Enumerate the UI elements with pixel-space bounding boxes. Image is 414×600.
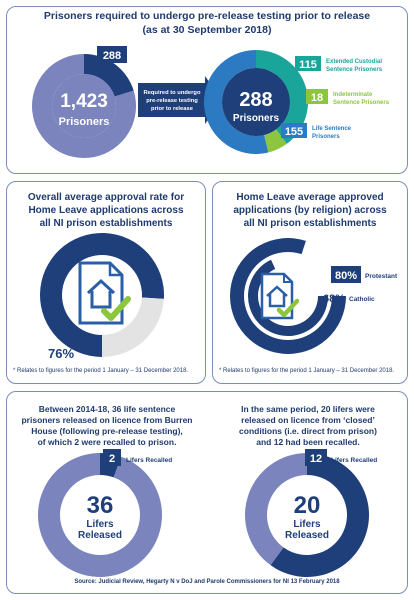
burren-recalled-box	[103, 449, 121, 466]
isp-value-box	[306, 89, 328, 104]
ecs-label-line2: Sentence Prisoners	[326, 67, 383, 73]
ecs-value-box	[295, 56, 321, 71]
approval-footnote: * Relates to figures for the period 1 Ja…	[13, 368, 189, 374]
isp-label-line1: Indeterminate	[333, 92, 373, 98]
arrow-text-line2: pre-release testing	[146, 98, 198, 104]
slice-other-prisoners	[32, 54, 137, 158]
catholic-label: Catholic	[349, 296, 375, 303]
closed-recalled-value: 12	[310, 453, 322, 465]
life-label-line2: Prisoners	[312, 134, 340, 140]
prerelease-chart: 1,423 Prisoners 288 Required to undergo …	[32, 46, 390, 158]
closed-released-label1: Lifers	[293, 519, 321, 530]
closed-released-value: 20	[294, 492, 321, 519]
total-prisoners-label: Prisoners	[59, 116, 110, 128]
document-house-icon	[78, 261, 131, 325]
religion-title-line3: all NI prison establishments	[243, 218, 377, 229]
slice-burren-not-recalled	[38, 453, 163, 577]
lifers-burren-line4: of which 2 were recalled to prison.	[37, 437, 177, 447]
breakdown-total-label: Prisoners	[233, 113, 280, 124]
closed-donut	[245, 452, 370, 577]
life-label-line1: Life Sentence	[312, 126, 352, 132]
burren-recalled-value: 2	[109, 453, 115, 465]
source-note: Source: Judicial Review, Hegarty N v DoJ…	[74, 579, 340, 585]
lifers-closed-line2: released on licence from ‘closed’	[241, 415, 375, 425]
closed-recalled-label: Lifers Recalled	[331, 457, 377, 464]
total-donut-center	[52, 74, 116, 138]
slice-life-sentence	[203, 50, 269, 154]
lifers-burren-line2: prisoners released on licence from Burre…	[21, 415, 193, 425]
ecs-label-line1: Extended Custodial	[326, 59, 382, 65]
life-value: 155	[285, 126, 303, 138]
approval-title-line1: Overall average approval rate for	[27, 192, 185, 203]
segment-label-box	[97, 46, 127, 63]
approval-title-line2: Home Leave applications across	[28, 205, 184, 216]
segment-label-value: 288	[103, 50, 121, 62]
breakdown-donut	[203, 50, 308, 154]
breakdown-donut-center	[222, 68, 290, 136]
slice-approved	[39, 232, 164, 357]
protestant-value: 80%	[335, 270, 357, 282]
closed-recalled-box	[305, 449, 327, 466]
panel-title-line1: Prisoners required to undergo pre-releas…	[43, 10, 371, 22]
closed-released-label2: Released	[285, 530, 329, 541]
life-value-box	[281, 123, 307, 138]
burren-released-label1: Lifers	[86, 519, 114, 530]
arrow-text-line3: prior to release	[151, 106, 194, 112]
total-prisoners-value: 1,423	[60, 91, 108, 112]
burren-released-value: 36	[87, 492, 114, 519]
lifers-burren-line1: Between 2014-18, 36 life sentence	[38, 404, 176, 414]
isp-value: 18	[311, 92, 323, 104]
lifers-closed-line1: In the same period, 20 lifers were	[241, 404, 375, 414]
burren-recalled-label: Lifers Recalled	[126, 457, 172, 464]
protestant-label: Protestant	[365, 273, 398, 280]
religion-footnote: * Relates to figures for the period 1 Ja…	[219, 368, 395, 374]
catholic-value: 68%	[323, 293, 345, 305]
burren-released-label2: Released	[78, 530, 122, 541]
homeleave-charts: 76% 80% Protestant 68% Catholic	[39, 232, 398, 361]
slice-prerelease-testing	[84, 54, 134, 97]
slice-closed-not-recalled	[245, 452, 307, 566]
breakdown-total-value: 288	[239, 89, 272, 111]
slice-closed-recalled	[270, 453, 370, 577]
slice-extended-custodial	[256, 50, 308, 144]
religion-title-line1: Home Leave average approved	[236, 192, 384, 203]
slice-not-approved	[102, 297, 164, 357]
lifers-closed-line3: conditions (i.e. direct from prison)	[239, 426, 377, 436]
document-house-icon-religion	[260, 272, 300, 320]
lifers-burren-line3: House (following pre-release testing),	[31, 426, 183, 436]
protestant-value-box	[331, 266, 361, 283]
slice-indeterminate	[264, 129, 287, 153]
approval-donut	[39, 232, 164, 357]
approval-value: 76%	[48, 346, 74, 361]
arrow-text-line1: Required to undergo	[143, 90, 200, 96]
isp-label-line2: Sentence Prisoners	[333, 100, 390, 106]
arrow-shape	[138, 76, 222, 124]
approval-title-line3: all NI prison establishments	[39, 218, 173, 229]
panel-title-line2: (as at 30 September 2018)	[142, 24, 272, 36]
religion-title-line2: applications (by religion) across	[233, 205, 387, 216]
lifers-closed-line4: and 12 had been recalled.	[256, 437, 360, 447]
ecs-value: 115	[299, 59, 317, 71]
total-prisoners-donut	[32, 54, 137, 158]
